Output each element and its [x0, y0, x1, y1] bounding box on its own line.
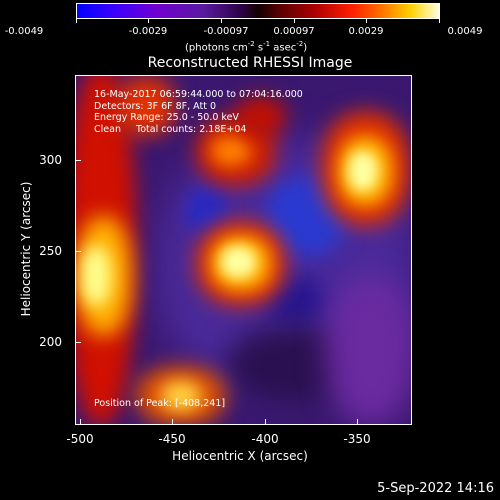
- colorbar-tick: [439, 19, 440, 23]
- timestamp: 5-Sep-2022 14:16: [377, 481, 494, 496]
- x-tick: [265, 419, 266, 425]
- source-core: [211, 136, 251, 166]
- y-tick-label: 200: [39, 335, 62, 349]
- total-counts: Clean Total counts: 2.18E+04: [94, 123, 247, 135]
- colorbar-tick-label: -0.0029: [128, 26, 168, 37]
- colorbar-tick: [294, 19, 295, 23]
- colorbar-tick: [221, 19, 222, 23]
- colorbar-tick: [366, 19, 367, 23]
- colorbar-tick-label: 0.00097: [273, 26, 315, 37]
- rhessi-image: [75, 75, 412, 425]
- image-title: Reconstructed RHESSI Image: [147, 55, 353, 71]
- peak-position: Position of Peak: [-408,241]: [94, 398, 226, 409]
- x-tick-label: -400: [251, 432, 279, 446]
- y-tick-label: 250: [39, 244, 62, 258]
- observation-info: 16-May-2017 06:59:44.000 to 07:04:16.000…: [94, 89, 303, 135]
- hot-arc-peak: [81, 246, 111, 306]
- detectors: Detectors: 3F 6F 8F, Att 0: [94, 100, 217, 112]
- y-tick-label: 300: [39, 153, 62, 167]
- colorbar-tick: [148, 19, 149, 23]
- colorbar-tick: [76, 19, 77, 23]
- colorbar-tick-label: -0.0049: [4, 26, 44, 37]
- x-tick: [357, 419, 358, 425]
- x-tick-label: -450: [158, 432, 186, 446]
- y-tick: [75, 251, 81, 252]
- hot-arc: [116, 76, 176, 136]
- peak-source-peak: [221, 246, 256, 278]
- x-axis-label: Heliocentric X (arcsec): [172, 449, 308, 463]
- right-source-peak: [348, 151, 378, 191]
- x-tick: [80, 419, 81, 425]
- colorbar-tick-label: 0.0029: [348, 26, 384, 37]
- colorbar-tick-label: -0.00097: [203, 26, 249, 37]
- y-axis-label: Heliocentric Y (arcsec): [19, 181, 33, 317]
- y-tick: [75, 160, 81, 161]
- energy-range: Energy Range: 25.0 - 50.0 keV: [94, 112, 239, 124]
- source: [236, 96, 286, 136]
- x-tick-label: -500: [66, 432, 94, 446]
- colorbar: [76, 3, 440, 19]
- hot-arc-core: [161, 381, 201, 411]
- time-range: 16-May-2017 06:59:44.000 to 07:04:16.000: [94, 89, 303, 100]
- x-tick-label: -350: [343, 432, 371, 446]
- x-tick: [172, 419, 173, 425]
- y-tick: [75, 342, 81, 343]
- background-patch: [326, 276, 411, 424]
- colorbar-tick-label: 0.0049: [447, 26, 483, 37]
- colorbar-units: (photons cm-2 s-1 asec-2): [185, 40, 308, 54]
